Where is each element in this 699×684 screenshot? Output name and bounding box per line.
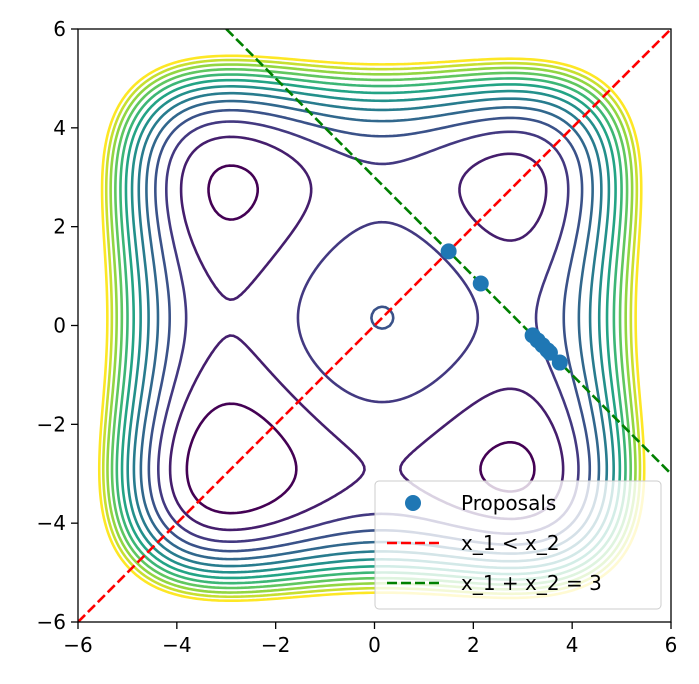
legend-label: Proposals xyxy=(461,491,556,515)
x-tick-label: −4 xyxy=(162,633,191,657)
x-tick-label: 0 xyxy=(368,633,381,657)
x-tick-label: −2 xyxy=(261,633,290,657)
contour-level-0 xyxy=(185,164,536,515)
y-tick-label: 2 xyxy=(53,215,66,239)
y-tick-label: −6 xyxy=(37,610,66,634)
proposal-point xyxy=(440,243,457,260)
legend-swatch xyxy=(405,495,421,511)
proposal-point xyxy=(472,275,489,292)
y-tick-label: −4 xyxy=(37,511,66,535)
proposal-points xyxy=(440,243,568,371)
legend-label: x_1 + x_2 = 3 xyxy=(461,571,602,595)
proposal-point xyxy=(551,354,568,371)
x-tick-label: 6 xyxy=(665,633,678,657)
y-tick-label: 4 xyxy=(53,116,66,140)
x-axis: −6 −4 −2 0 2 4 6 xyxy=(63,622,677,657)
proposal-point xyxy=(541,344,558,361)
y-axis: −6 −4 −2 0 2 4 6 xyxy=(37,17,78,634)
y-tick-label: −2 xyxy=(37,412,66,436)
x-tick-label: −6 xyxy=(63,633,92,657)
y-tick-label: 6 xyxy=(53,17,66,41)
y-tick-label: 0 xyxy=(53,314,66,338)
x-tick-label: 4 xyxy=(566,633,579,657)
legend: Proposals x_1 < x_2 x_1 + x_2 = 3 xyxy=(374,480,662,610)
x-tick-label: 2 xyxy=(467,633,480,657)
legend-label: x_1 < x_2 xyxy=(461,531,560,555)
legend-box xyxy=(374,480,662,610)
